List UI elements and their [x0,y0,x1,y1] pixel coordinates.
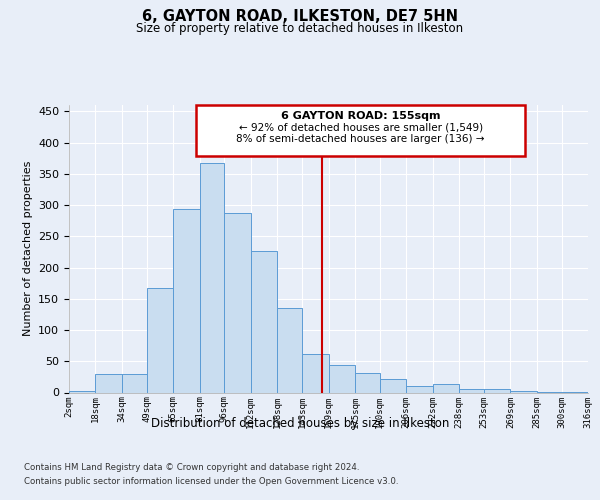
Bar [511,391,537,392]
Bar [277,308,302,392]
Text: 8% of semi-detached houses are larger (136) →: 8% of semi-detached houses are larger (1… [236,134,485,144]
Text: 6, GAYTON ROAD, ILKESTON, DE7 5HN: 6, GAYTON ROAD, ILKESTON, DE7 5HN [142,9,458,24]
Bar [329,365,355,392]
Bar [122,374,146,392]
Text: Contains HM Land Registry data © Crown copyright and database right 2024.: Contains HM Land Registry data © Crown c… [24,462,359,471]
Bar [95,374,122,392]
Text: ← 92% of detached houses are smaller (1,549): ← 92% of detached houses are smaller (1,… [239,122,483,132]
Bar [406,386,433,392]
Bar [484,390,511,392]
Bar [200,162,224,392]
Text: Contains public sector information licensed under the Open Government Licence v3: Contains public sector information licen… [24,478,398,486]
Bar [251,252,277,392]
Text: 6 GAYTON ROAD: 155sqm: 6 GAYTON ROAD: 155sqm [281,112,440,122]
Bar [380,379,406,392]
Bar [459,390,484,392]
Bar [302,354,329,393]
Text: Size of property relative to detached houses in Ilkeston: Size of property relative to detached ho… [136,22,464,35]
Bar [355,373,380,392]
Bar [196,105,525,156]
Bar [224,213,251,392]
Bar [146,288,173,393]
Y-axis label: Number of detached properties: Number of detached properties [23,161,32,336]
Bar [433,384,459,392]
Text: Distribution of detached houses by size in Ilkeston: Distribution of detached houses by size … [151,418,449,430]
Bar [173,210,200,392]
Bar [69,390,95,392]
